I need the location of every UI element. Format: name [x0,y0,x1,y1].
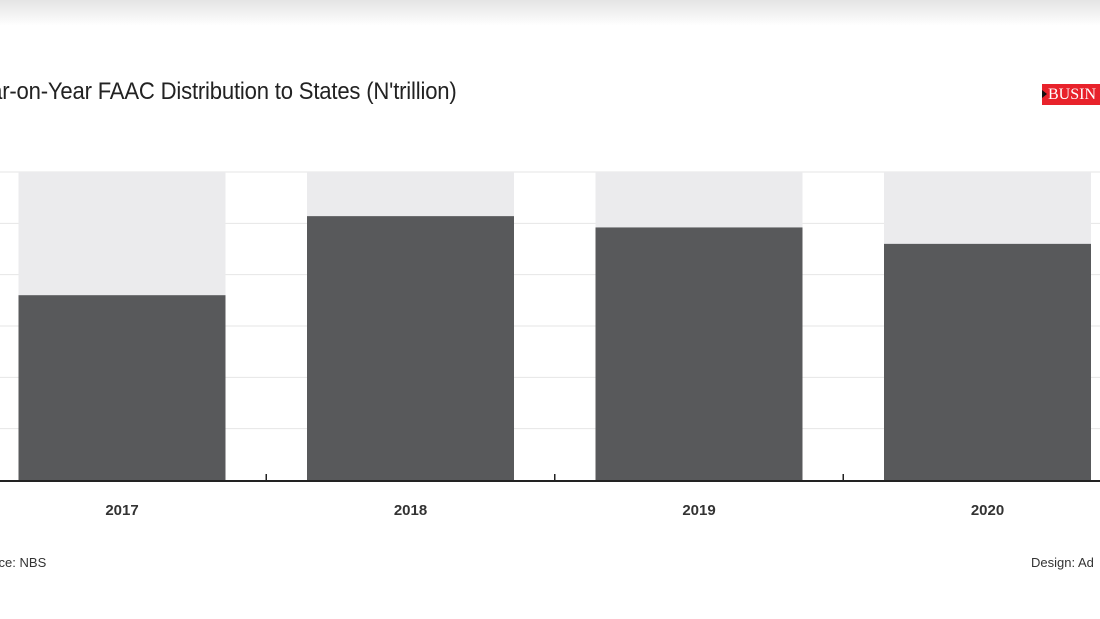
x-tick-label-2020: 2020 [971,502,1004,519]
source-note: urce: NBS [0,555,47,570]
design-credit: Design: Ad [1031,555,1094,570]
bars [18,172,1091,480]
bar-2020 [884,243,1091,480]
x-axis [0,474,1100,482]
x-tick-label-2019: 2019 [682,502,715,519]
x-tick-labels: 2017 2018 2019 2020 [105,502,1004,519]
businessday-logo: BUSIN [1042,84,1100,105]
bar-2018 [307,216,514,480]
bar-2019 [595,227,803,480]
chart-title: ear-on-Year FAAC Distribution to States … [0,78,457,105]
top-shadow [0,0,1100,26]
x-tick-label-2018: 2018 [394,502,427,519]
bar-2017 [18,295,226,480]
bar-chart: 2017 2018 2019 2020 [0,171,1100,519]
logo-triangle-icon [1042,90,1047,98]
x-tick-label-2017: 2017 [105,502,138,519]
